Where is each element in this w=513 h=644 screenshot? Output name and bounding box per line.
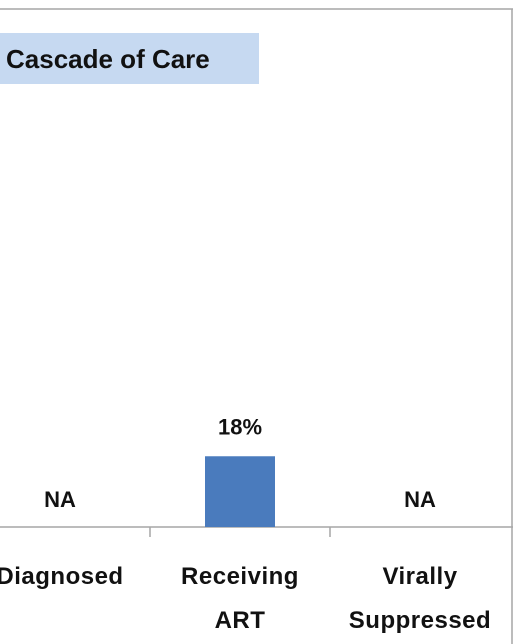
category-labels-group: Diagnosed Receiving ART Virally Suppressed <box>0 563 491 634</box>
data-labels-group: NA 18% NA <box>44 414 436 512</box>
bars-group <box>205 456 275 527</box>
category-label-line: ART <box>215 607 266 634</box>
category-label: Virally Suppressed <box>349 563 491 634</box>
category-label-line: Diagnosed <box>0 563 124 590</box>
data-label: 18% <box>218 414 262 439</box>
x-axis-ticks <box>149 527 331 537</box>
data-label: NA <box>44 487 76 512</box>
chart-title: Cascade of Care <box>6 44 210 74</box>
category-label-line: Virally <box>382 563 457 590</box>
data-label: NA <box>404 487 436 512</box>
category-label-line: Receiving <box>181 563 299 590</box>
category-label-line: Suppressed <box>349 607 491 634</box>
category-label: Diagnosed <box>0 563 124 590</box>
category-label: Receiving ART <box>181 563 299 634</box>
bar <box>205 456 275 527</box>
chart-title-background <box>0 33 259 84</box>
